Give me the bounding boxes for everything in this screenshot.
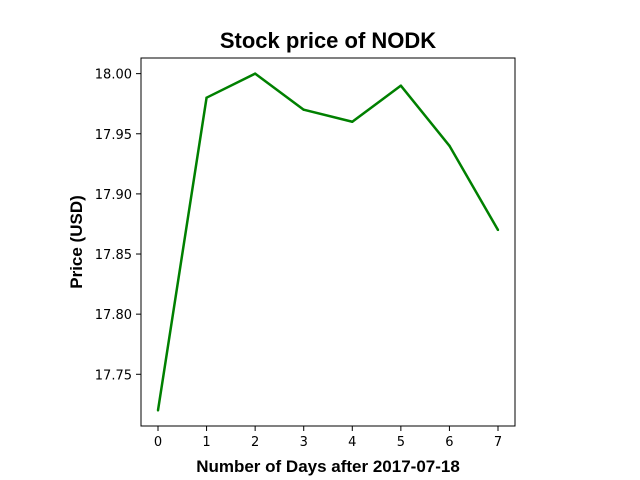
x-tick-label: 0 (154, 435, 162, 450)
data-point (205, 96, 208, 99)
x-tick-label: 1 (202, 435, 210, 450)
x-axis: 0 1 2 3 4 5 6 7 (154, 426, 502, 450)
y-tick-label: 17.85 (95, 248, 132, 263)
chart-title: Stock price of NODK (220, 28, 436, 53)
x-tick-label: 4 (348, 435, 356, 450)
x-tick-label: 5 (397, 435, 405, 450)
data-point (156, 409, 160, 412)
plot-frame (140, 57, 516, 427)
y-tick-label: 17.75 (95, 368, 132, 383)
data-point (448, 144, 451, 147)
x-tick-label: 3 (300, 435, 308, 450)
y-axis-label: Price (USD) (67, 195, 86, 289)
x-tick-label: 2 (251, 435, 259, 450)
data-point (496, 228, 500, 232)
data-point (399, 84, 403, 87)
y-tick-label: 17.80 (95, 308, 132, 323)
series-line (156, 72, 500, 411)
y-axis: 17.75 17.80 17.85 17.90 17.95 18.00 (95, 68, 141, 383)
data-point (253, 72, 257, 75)
y-tick-label: 18.00 (95, 68, 132, 83)
x-tick-label: 6 (445, 435, 453, 450)
y-tick-label: 17.95 (95, 128, 132, 143)
x-axis-label: Number of Days after 2017-07-18 (196, 457, 460, 476)
data-point (351, 120, 354, 123)
series-layer (156, 72, 500, 412)
data-point (302, 108, 305, 111)
x-tick-label: 7 (494, 435, 502, 450)
y-tick-label: 17.90 (95, 188, 132, 203)
